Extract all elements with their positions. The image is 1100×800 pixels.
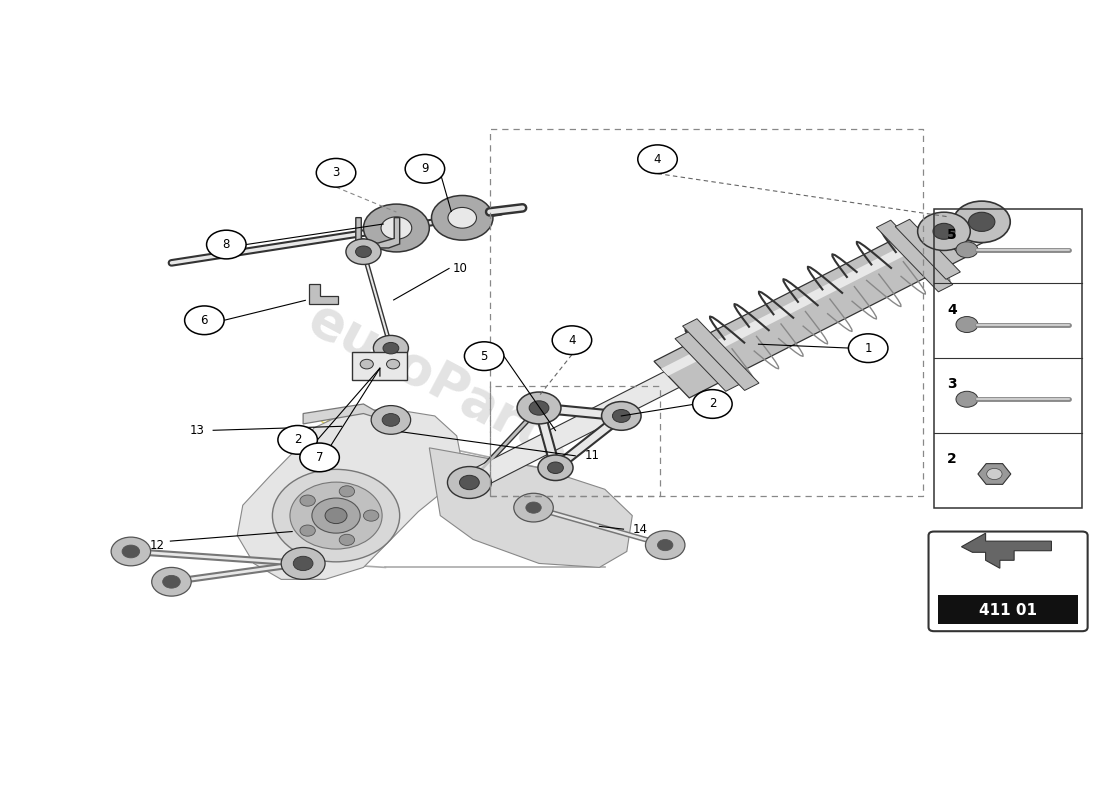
Polygon shape [895, 219, 960, 279]
Circle shape [345, 239, 381, 265]
Circle shape [448, 466, 492, 498]
Text: 5: 5 [481, 350, 488, 362]
Circle shape [363, 204, 429, 252]
Polygon shape [238, 408, 462, 579]
Circle shape [339, 534, 354, 546]
Circle shape [383, 342, 399, 354]
FancyBboxPatch shape [928, 531, 1088, 631]
Text: 13: 13 [189, 424, 205, 437]
Polygon shape [961, 533, 1052, 568]
Text: 4: 4 [947, 302, 957, 317]
Circle shape [111, 537, 151, 566]
Circle shape [529, 401, 549, 415]
Circle shape [371, 406, 410, 434]
Polygon shape [675, 331, 740, 391]
Text: 3: 3 [332, 166, 340, 179]
Text: 1: 1 [865, 342, 872, 354]
Circle shape [312, 498, 360, 533]
Circle shape [987, 469, 1002, 479]
Circle shape [207, 230, 246, 259]
Circle shape [300, 495, 316, 506]
Text: 3: 3 [947, 378, 957, 391]
Circle shape [956, 317, 978, 333]
Circle shape [282, 547, 326, 579]
Text: 5: 5 [947, 228, 957, 242]
Circle shape [431, 195, 493, 240]
Text: 8: 8 [222, 238, 230, 251]
Circle shape [290, 482, 382, 549]
Circle shape [163, 575, 180, 588]
Text: 14: 14 [632, 522, 648, 536]
Circle shape [968, 212, 994, 231]
Polygon shape [352, 352, 407, 380]
Bar [938, 595, 1078, 624]
Circle shape [956, 242, 978, 258]
Polygon shape [309, 285, 338, 304]
Text: 2: 2 [708, 398, 716, 410]
Circle shape [448, 207, 476, 228]
Circle shape [373, 335, 408, 361]
Circle shape [526, 502, 541, 514]
Text: 9: 9 [421, 162, 429, 175]
Text: a passion for parts since 1985: a passion for parts since 1985 [316, 408, 565, 552]
Circle shape [317, 158, 355, 187]
Circle shape [382, 414, 399, 426]
Text: 11: 11 [584, 450, 600, 462]
Text: 12: 12 [150, 538, 165, 551]
Text: 4: 4 [569, 334, 575, 346]
Text: 7: 7 [316, 451, 323, 464]
Circle shape [917, 212, 970, 250]
Polygon shape [661, 225, 952, 376]
Polygon shape [462, 322, 778, 490]
Circle shape [300, 443, 339, 472]
Circle shape [538, 455, 573, 481]
Circle shape [185, 306, 224, 334]
Circle shape [122, 545, 140, 558]
Polygon shape [932, 205, 1000, 254]
Circle shape [848, 334, 888, 362]
Text: 6: 6 [200, 314, 208, 326]
Circle shape [693, 390, 733, 418]
Circle shape [646, 530, 685, 559]
Text: 10: 10 [452, 262, 468, 275]
Circle shape [363, 510, 378, 521]
Circle shape [152, 567, 191, 596]
Text: 4: 4 [653, 153, 661, 166]
Text: 2: 2 [294, 434, 301, 446]
Circle shape [460, 475, 480, 490]
Bar [934, 209, 1082, 508]
Circle shape [613, 410, 630, 422]
Circle shape [326, 508, 346, 523]
Circle shape [355, 246, 372, 258]
Polygon shape [355, 218, 399, 248]
Circle shape [386, 359, 399, 369]
Circle shape [933, 223, 955, 239]
Circle shape [954, 201, 1010, 242]
Text: 411 01: 411 01 [979, 603, 1037, 618]
Circle shape [658, 539, 673, 550]
Text: euroParts: euroParts [300, 293, 581, 475]
Polygon shape [654, 218, 972, 398]
Circle shape [514, 494, 553, 522]
Polygon shape [877, 220, 953, 292]
Circle shape [552, 326, 592, 354]
Circle shape [278, 426, 318, 454]
Circle shape [548, 462, 563, 474]
Circle shape [602, 402, 641, 430]
Circle shape [464, 342, 504, 370]
Circle shape [638, 145, 678, 174]
Circle shape [956, 391, 978, 407]
Polygon shape [304, 404, 396, 424]
Circle shape [294, 556, 313, 570]
Circle shape [360, 359, 373, 369]
Circle shape [517, 392, 561, 424]
Polygon shape [429, 448, 632, 567]
Text: 2: 2 [947, 452, 957, 466]
Circle shape [300, 525, 316, 536]
Polygon shape [683, 318, 759, 390]
Circle shape [339, 486, 354, 497]
Circle shape [405, 154, 444, 183]
Circle shape [273, 470, 399, 562]
Circle shape [381, 217, 411, 239]
